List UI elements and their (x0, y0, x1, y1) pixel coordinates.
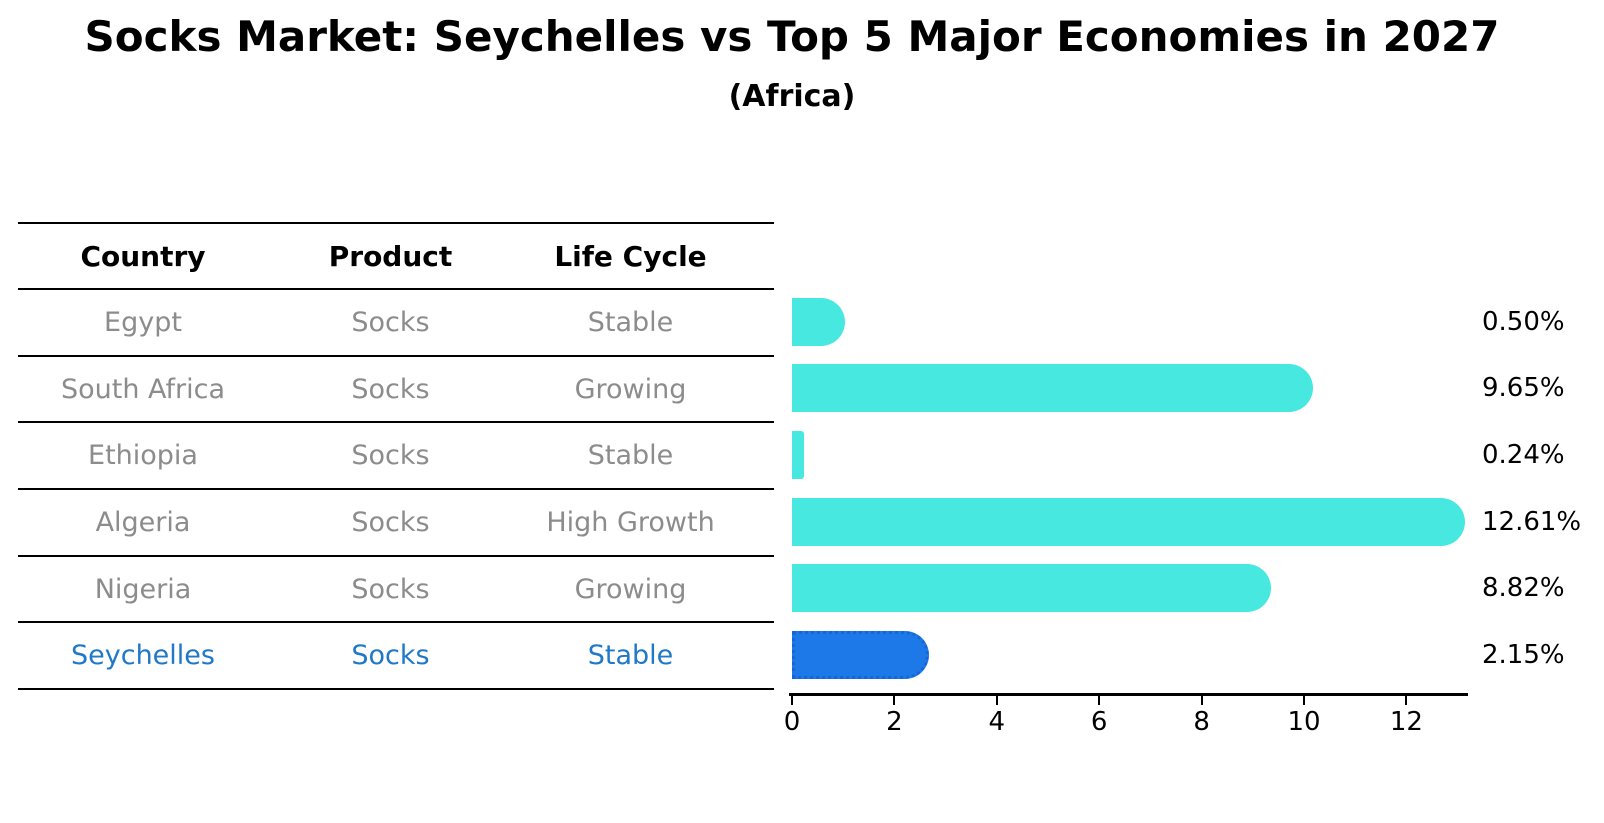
x-axis-tick-label: 10 (1287, 707, 1321, 737)
bar-nigeria (792, 564, 1271, 613)
cell-product: Socks (351, 640, 430, 672)
bar-ethiopia (792, 430, 805, 479)
x-axis-line (789, 693, 1468, 696)
chart-subtitle: (Africa) (728, 79, 856, 114)
cell-country: Nigeria (94, 573, 192, 605)
table-row: Seychelles Socks Stable (18, 623, 774, 691)
cell-life-cycle: High Growth (546, 506, 715, 538)
table-row: Nigeria Socks Growing (18, 557, 774, 624)
comparison-table: Country Product Life Cycle Egypt Socks Sta… (18, 222, 774, 691)
cell-product: Socks (351, 306, 430, 338)
cell-product: Socks (351, 373, 430, 405)
bar-value-label: 9.65% (1482, 373, 1565, 404)
x-axis-tick-label: 2 (886, 707, 903, 737)
cell-country: Algeria (95, 506, 191, 538)
x-axis-tick (1098, 695, 1101, 705)
cell-product: Socks (351, 440, 430, 472)
cell-life-cycle: Stable (587, 640, 674, 672)
table-row: Egypt Socks Stable (18, 290, 774, 357)
x-axis-tick (791, 695, 793, 705)
cell-country: Seychelles (71, 640, 215, 672)
table-row: South Africa Socks Growing (18, 357, 774, 424)
bar-value-label: 0.50% (1482, 306, 1565, 337)
bar-value-label: 12.61% (1482, 506, 1582, 537)
header-product: Product (328, 239, 453, 273)
bar-algeria (792, 497, 1465, 546)
header-country: Country (80, 239, 206, 273)
cell-product: Socks (351, 573, 430, 605)
table-header-row: Country Product Life Cycle (18, 224, 774, 290)
x-axis-tick-label: 12 (1389, 707, 1423, 737)
x-axis-tick-label: 8 (1193, 707, 1210, 737)
x-axis-tick-label: 4 (988, 707, 1006, 737)
header-life-cycle: Life Cycle (554, 239, 707, 273)
bar-value-label: 8.82% (1482, 573, 1565, 604)
cell-life-cycle: Stable (587, 306, 674, 338)
cell-product: Socks (351, 506, 430, 538)
cell-life-cycle: Stable (587, 440, 674, 472)
cell-life-cycle: Growing (574, 373, 687, 405)
cell-country: South Africa (60, 373, 226, 405)
bar-south-africa (792, 364, 1314, 413)
x-axis-tick (1405, 695, 1408, 705)
bar-egypt (792, 297, 845, 346)
x-axis-tick (1200, 695, 1203, 705)
x-axis-tick (1303, 695, 1305, 705)
x-axis-tick (995, 695, 998, 705)
bar-value-label: 2.15% (1482, 640, 1565, 670)
cell-country: Egypt (104, 306, 182, 338)
x-axis-tick-label: 6 (1090, 707, 1108, 737)
cell-life-cycle: Growing (574, 573, 687, 605)
table-row: Ethiopia Socks Stable (18, 423, 774, 491)
table-row: Algeria Socks High Growth (18, 490, 774, 557)
bar-seychelles (792, 631, 930, 679)
chart-title: Socks Market: Seychelles vs Top 5 Major … (84, 12, 1500, 61)
x-axis-tick-label: 0 (783, 707, 801, 737)
bar-value-label: 0.24% (1482, 439, 1565, 470)
cell-country: Ethiopia (88, 440, 198, 472)
table-body: Egypt Socks Stable South Africa Socks Growing… (18, 290, 774, 691)
x-axis-tick (893, 695, 896, 705)
